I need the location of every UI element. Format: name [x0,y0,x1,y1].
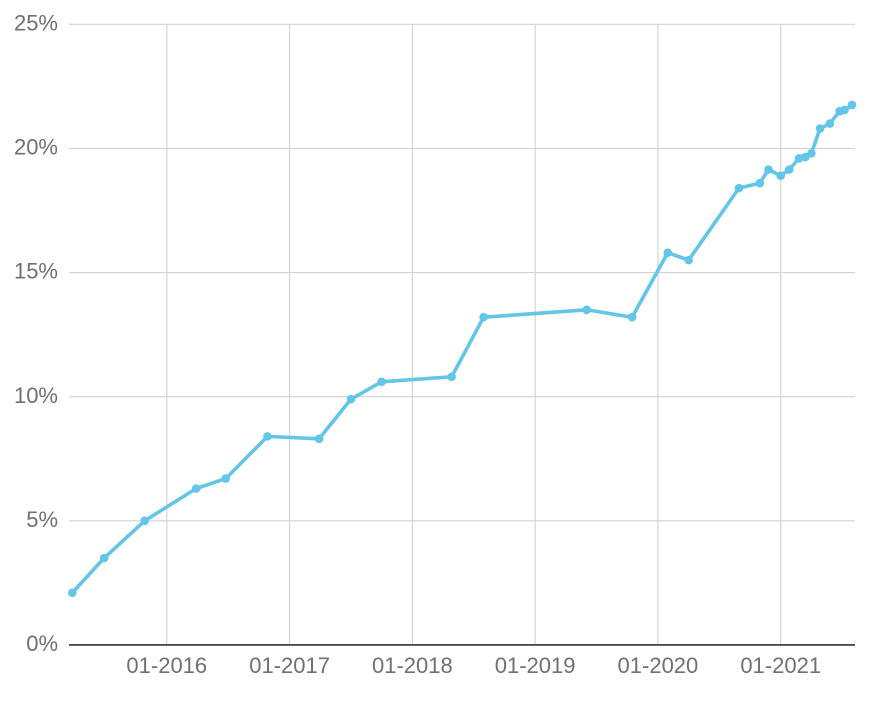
svg-text:25%: 25% [14,11,58,36]
svg-text:01-2017: 01-2017 [249,653,330,678]
svg-text:01-2016: 01-2016 [126,653,207,678]
svg-text:5%: 5% [26,507,58,532]
svg-text:20%: 20% [14,135,58,160]
svg-text:10%: 10% [14,383,58,408]
svg-text:01-2019: 01-2019 [495,653,576,678]
svg-text:01-2020: 01-2020 [618,653,699,678]
svg-text:01-2021: 01-2021 [740,653,821,678]
svg-text:15%: 15% [14,259,58,284]
svg-text:0%: 0% [26,631,58,656]
svg-text:01-2018: 01-2018 [372,653,453,678]
